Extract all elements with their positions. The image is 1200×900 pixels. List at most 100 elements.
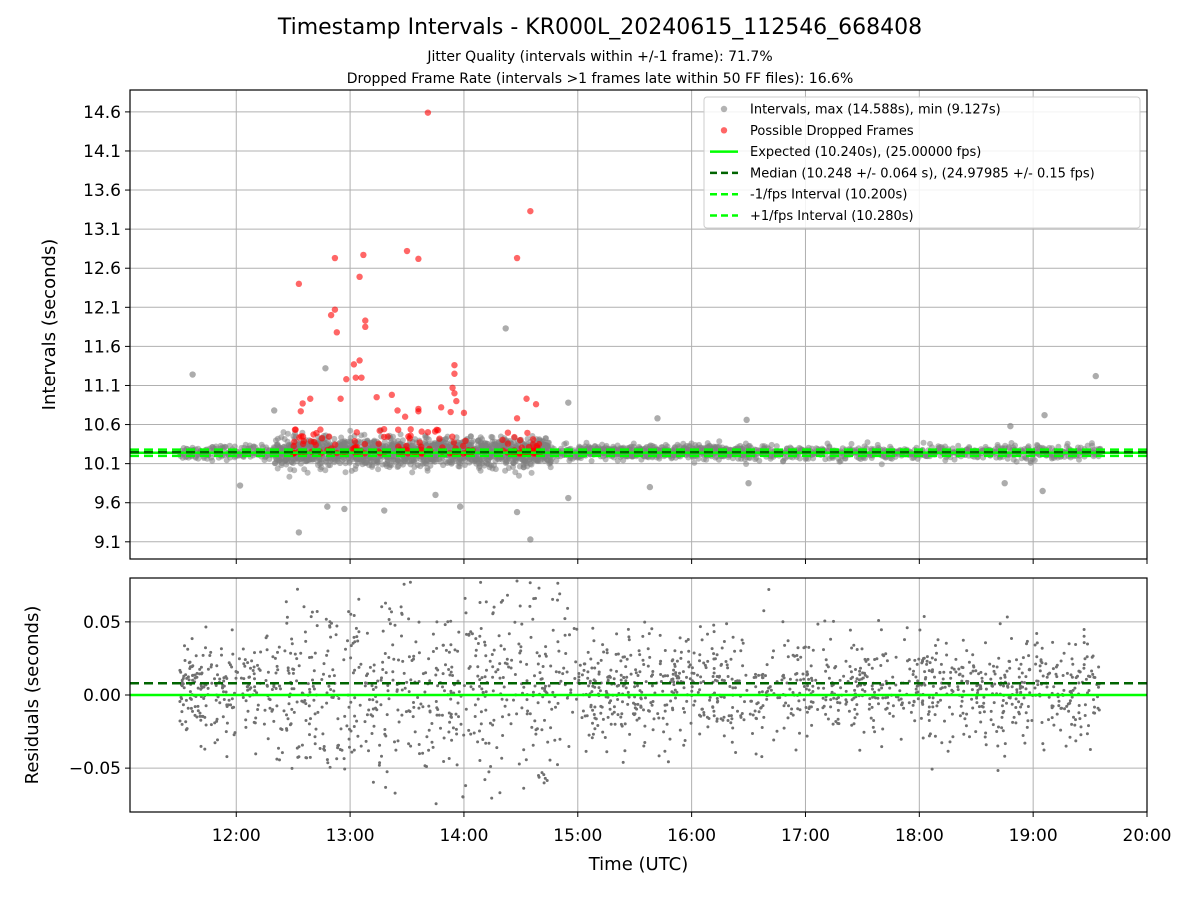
residual-point (431, 745, 435, 749)
residual-point (206, 667, 210, 671)
dropped-frame-point (297, 408, 304, 415)
residual-point (479, 627, 483, 630)
residual-point (551, 628, 555, 632)
residual-point (210, 663, 213, 667)
residual-point (565, 670, 569, 674)
dropped-frame-point (424, 429, 432, 436)
residual-point (355, 635, 359, 639)
residual-point (276, 650, 279, 654)
residual-point (839, 686, 843, 690)
residual-point (984, 743, 988, 747)
residual-point (462, 684, 466, 688)
residual-point (626, 690, 630, 694)
residual-point (487, 741, 491, 745)
dropped-frame-point (401, 413, 409, 420)
residual-point (1008, 660, 1012, 663)
residual-point (456, 701, 460, 705)
dropped-frame-point (350, 361, 358, 368)
residual-point (1033, 643, 1037, 647)
residual-point (961, 638, 965, 642)
interval-point (773, 443, 780, 450)
residual-point (278, 758, 281, 762)
residual-point (491, 675, 495, 679)
residual-point (252, 672, 256, 676)
residual-point (222, 690, 225, 694)
residual-point (984, 641, 987, 645)
residual-point (464, 707, 468, 711)
residual-point (465, 632, 468, 636)
residual-point (227, 698, 231, 702)
residual-point (541, 665, 545, 668)
residual-point (371, 688, 375, 691)
residual-point (1087, 689, 1091, 692)
residual-point (917, 657, 921, 661)
residual-point (244, 718, 248, 722)
residual-point (782, 704, 786, 708)
residual-point (1042, 748, 1046, 752)
residual-point (1097, 665, 1101, 669)
residual-point (712, 714, 716, 718)
residual-point (617, 683, 621, 687)
interval-point (602, 456, 609, 463)
residual-point (957, 667, 961, 671)
residual-point (271, 655, 275, 659)
residual-point (671, 706, 674, 710)
residual-point (949, 676, 953, 680)
residual-point (277, 746, 280, 750)
residual-point (731, 635, 735, 639)
residual-point (562, 666, 566, 670)
residual-point (242, 662, 246, 666)
interval-point (1055, 443, 1062, 450)
residual-point (700, 707, 704, 711)
interval-point (424, 467, 431, 474)
residual-point (1022, 696, 1026, 700)
residual-point (230, 628, 234, 632)
residual-point (412, 654, 416, 658)
residual-point (944, 641, 948, 645)
residual-point (451, 674, 454, 677)
residual-point (191, 678, 195, 682)
residual-point (346, 639, 349, 643)
residual-point (480, 676, 484, 680)
residual-point (692, 703, 696, 707)
residual-point (1069, 673, 1073, 677)
residual-point (1060, 706, 1064, 710)
interval-point (864, 439, 871, 446)
residual-point (449, 619, 453, 623)
residual-point (180, 710, 184, 714)
residual-point (178, 700, 182, 703)
residual-point (427, 657, 431, 661)
residual-point (762, 609, 766, 613)
residual-point (925, 659, 929, 663)
residual-point (674, 671, 678, 675)
residual-point (927, 705, 931, 709)
residual-point (720, 662, 723, 666)
residual-point (866, 657, 870, 661)
residual-point (1001, 729, 1005, 733)
residual-point (1067, 709, 1071, 713)
residual-point (975, 696, 979, 700)
residual-point (624, 665, 628, 669)
residual-point (1038, 669, 1042, 673)
dropped-frame-point (360, 251, 367, 259)
residual-point (1072, 715, 1075, 719)
residual-point (563, 617, 567, 621)
interval-point (513, 508, 521, 516)
residual-point (379, 703, 383, 707)
residual-point (1018, 686, 1022, 690)
residual-point (1045, 685, 1049, 689)
residual-point (891, 675, 895, 679)
residual-point (856, 684, 860, 688)
residual-point (605, 750, 609, 754)
top-y-tick-label: 10.1 (83, 455, 121, 475)
residual-point (931, 705, 935, 709)
dropped-frame-point (431, 428, 439, 435)
residual-point (290, 637, 294, 641)
residual-point (513, 620, 517, 624)
residual-point (802, 685, 806, 688)
residual-point (1057, 704, 1061, 708)
residual-point (982, 710, 986, 714)
residual-point (461, 795, 465, 799)
residual-point (666, 760, 670, 764)
dropped-frame-point (362, 317, 369, 324)
